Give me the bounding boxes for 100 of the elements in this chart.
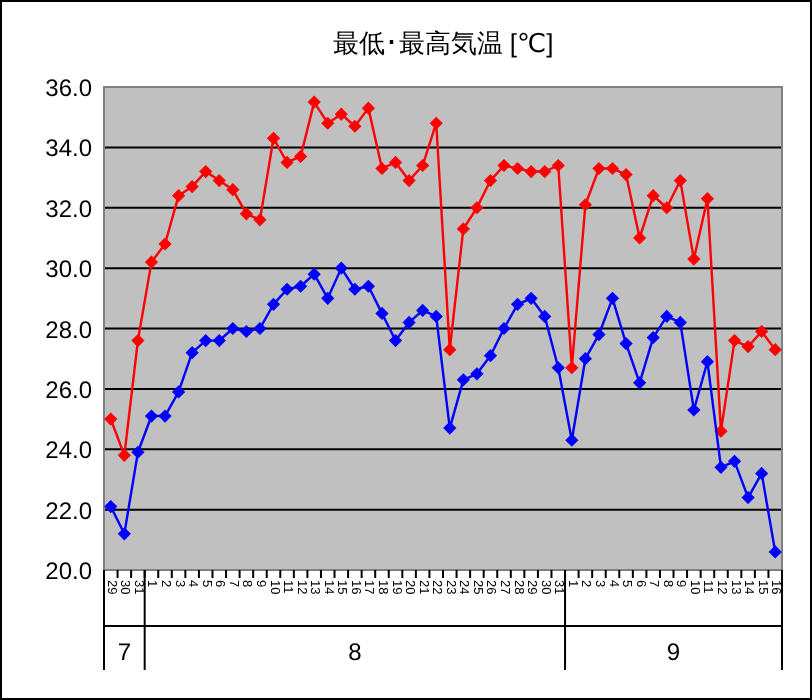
point: [443, 343, 457, 357]
point: [687, 252, 701, 266]
point: [443, 421, 457, 435]
point: [226, 321, 240, 336]
point: [483, 173, 498, 188]
point: [280, 155, 294, 170]
point: [131, 333, 145, 348]
point: [158, 237, 172, 251]
point: [199, 333, 213, 348]
point: [294, 149, 308, 164]
point: [727, 454, 742, 468]
point: [524, 291, 538, 305]
point: [321, 291, 335, 305]
point: [741, 490, 755, 505]
point: [131, 445, 145, 459]
point: [239, 207, 253, 221]
point: [510, 297, 525, 311]
point: [524, 164, 538, 179]
point: [334, 261, 348, 275]
point: [402, 315, 416, 330]
point: [416, 303, 430, 317]
point: [497, 158, 511, 173]
point: [633, 376, 647, 390]
point: [171, 385, 186, 399]
point: [510, 161, 525, 176]
point: [416, 158, 430, 173]
point: [117, 527, 131, 541]
point: [429, 309, 443, 324]
point: [348, 282, 362, 296]
point: [334, 107, 348, 121]
point: [673, 315, 687, 330]
point: [117, 448, 131, 462]
point: [565, 433, 579, 447]
point: [375, 161, 389, 176]
annotation: 9: [666, 638, 681, 666]
point: [605, 161, 620, 176]
point: [388, 155, 403, 170]
point: [239, 324, 253, 339]
point: [266, 297, 281, 311]
point: [144, 409, 159, 423]
point: [497, 321, 511, 336]
annotation: 7: [117, 638, 132, 666]
point: [294, 279, 308, 293]
point: [768, 343, 782, 357]
point: [673, 173, 687, 188]
point: [768, 545, 782, 559]
point: [619, 167, 633, 182]
point: [714, 460, 728, 474]
title: 最低･最高気温 [℃]: [332, 28, 554, 58]
point: [402, 173, 416, 188]
point: [104, 500, 118, 514]
point: [307, 95, 321, 109]
point: [212, 173, 226, 188]
point: [253, 321, 267, 336]
point: [361, 279, 376, 293]
point: [185, 180, 199, 194]
point: [470, 201, 484, 215]
point: [144, 255, 159, 269]
point: [456, 373, 470, 387]
point: [578, 352, 592, 366]
point: [253, 213, 267, 227]
point: [388, 333, 403, 348]
point: [280, 282, 294, 296]
point: [646, 189, 660, 203]
point: [361, 101, 376, 115]
point: [592, 327, 606, 342]
annotation: 8: [348, 638, 362, 666]
point: [755, 466, 769, 480]
point: [470, 367, 484, 381]
point: [700, 355, 715, 369]
point: [538, 309, 552, 324]
point: [104, 412, 118, 426]
point: [646, 330, 660, 345]
point: [456, 222, 470, 236]
point: [212, 333, 226, 348]
point: [348, 119, 362, 133]
point: [307, 267, 321, 281]
point: [633, 231, 647, 245]
point: [565, 361, 579, 375]
point: [727, 333, 742, 348]
point: [185, 346, 199, 360]
point: [551, 361, 565, 375]
point: [592, 161, 606, 176]
point: [551, 158, 565, 173]
point: [700, 192, 715, 206]
point: [755, 324, 769, 339]
point: [375, 306, 389, 321]
point: [321, 116, 335, 130]
point: [538, 164, 552, 179]
point: [266, 131, 281, 145]
point: [619, 336, 633, 351]
point: [429, 116, 443, 130]
point: [741, 340, 755, 354]
point: [158, 409, 172, 423]
point: [687, 403, 701, 417]
point: [578, 198, 592, 212]
point: [483, 349, 498, 363]
point: [199, 164, 213, 179]
point: [660, 201, 674, 215]
point: [605, 291, 620, 305]
